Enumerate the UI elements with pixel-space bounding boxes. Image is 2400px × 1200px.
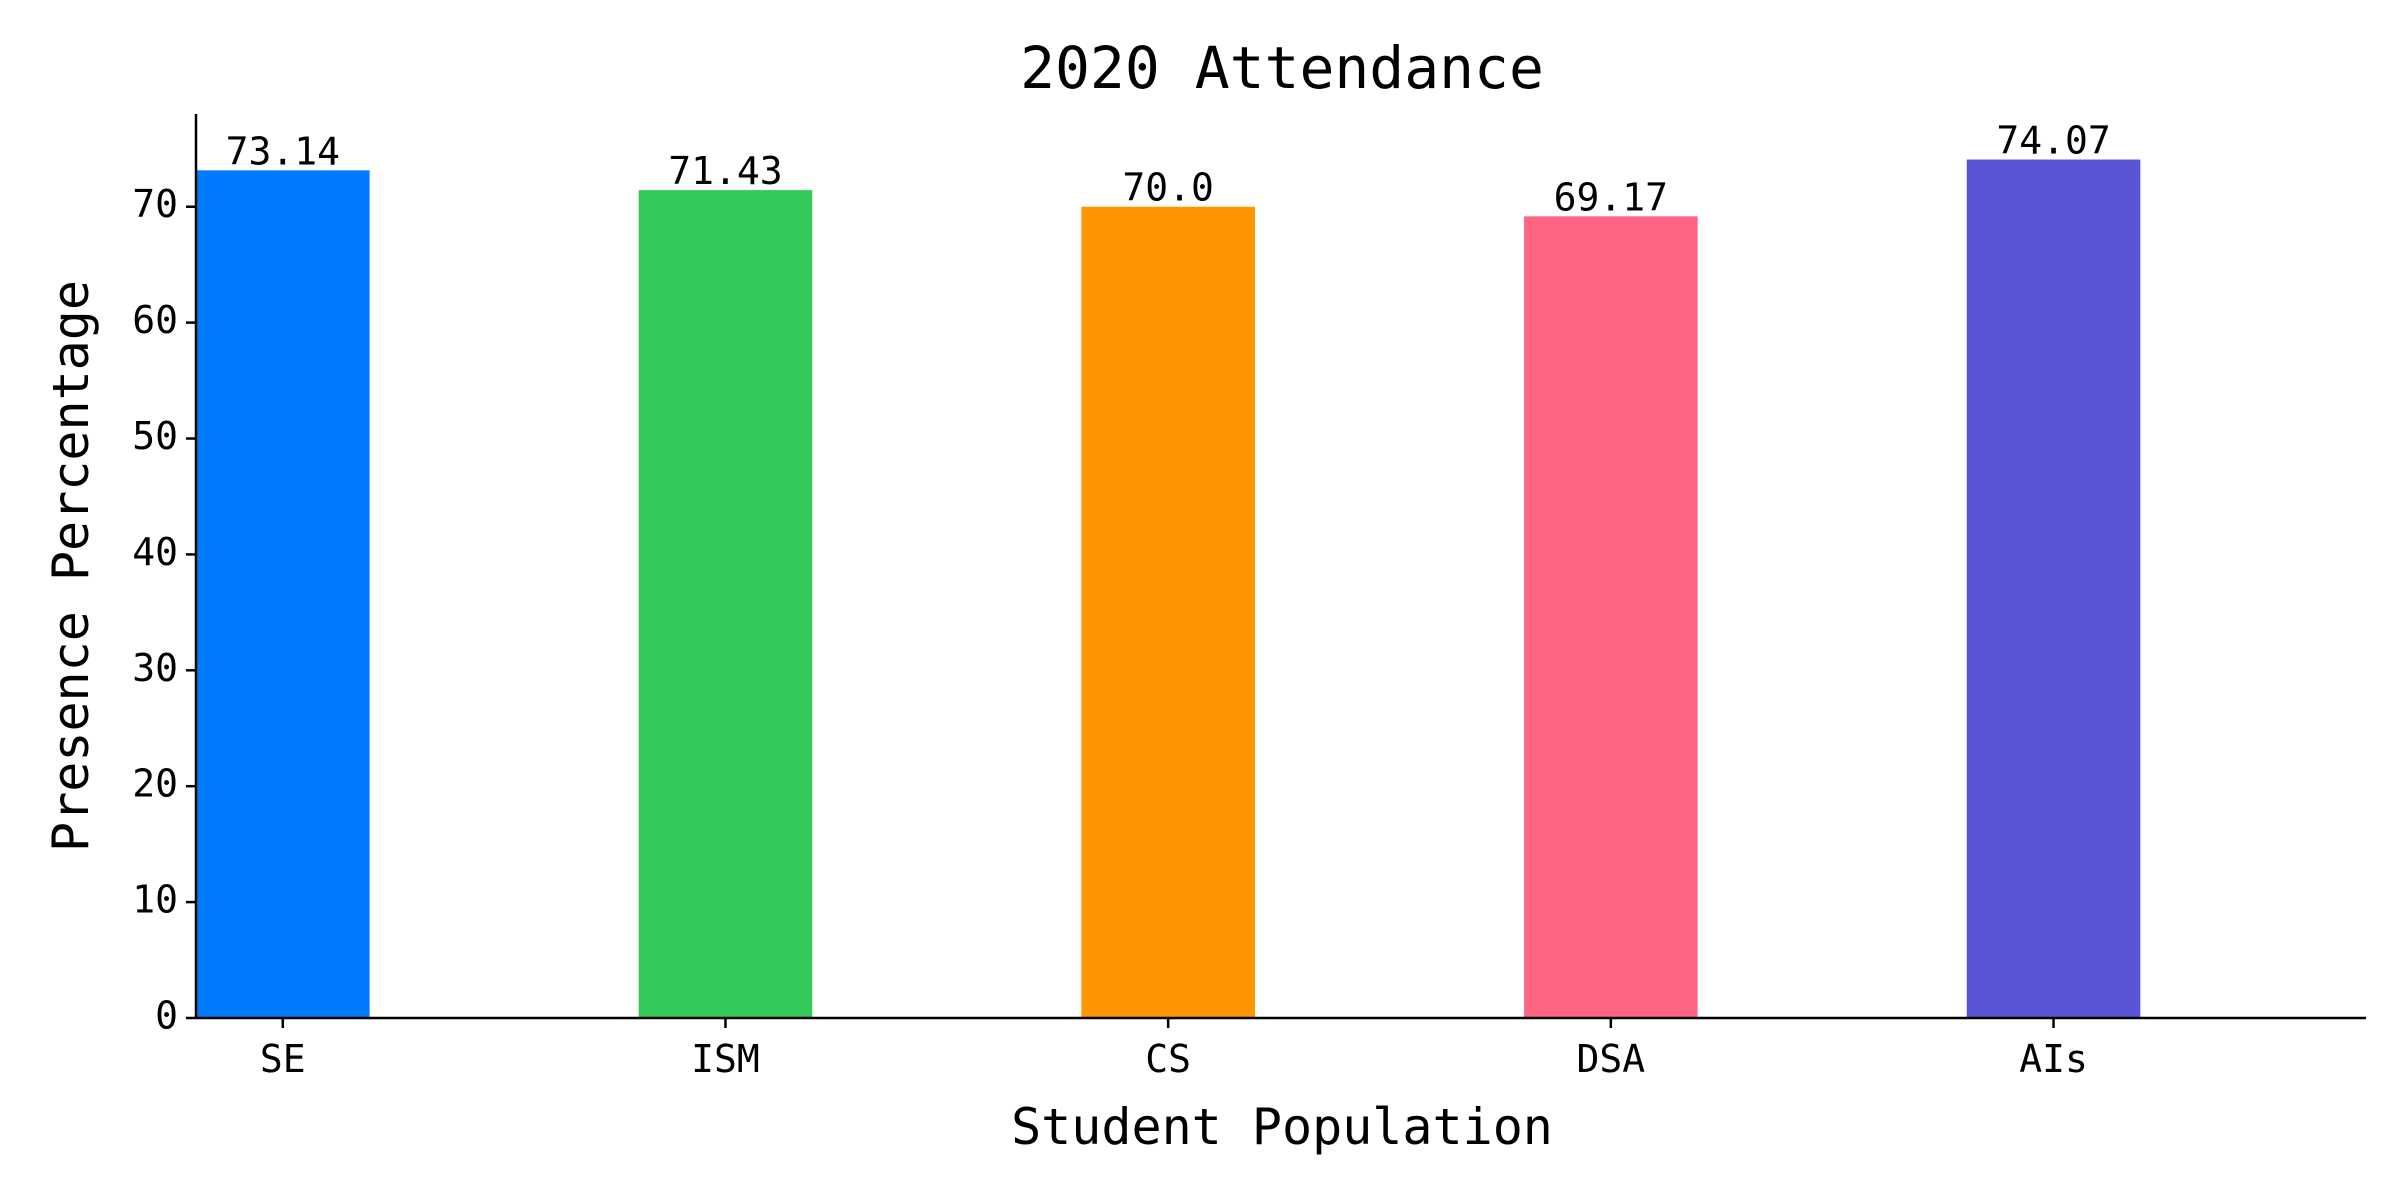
x-tick-label: SE (260, 1037, 306, 1081)
x-axis-ticks: SE ISM CS DSA AIs (260, 1018, 2088, 1081)
y-tick-label: 50 (132, 414, 178, 458)
bar-ais (1966, 159, 2141, 1018)
x-tick-label: ISM (691, 1037, 760, 1081)
y-tick-label: 60 (132, 298, 178, 342)
bars (196, 159, 2141, 1019)
x-tick-label: AIs (2019, 1037, 2088, 1081)
chart-title: 2020 Attendance (1020, 34, 1544, 102)
bar-value-label: 70.0 (1122, 166, 1214, 210)
bar-dsa (1524, 216, 1698, 1019)
bar-se (196, 170, 370, 1018)
x-tick-label: CS (1145, 1037, 1191, 1081)
bar-value-labels: 73.14 71.43 70.0 69.17 74.07 (226, 119, 2111, 220)
y-tick-label: 40 (132, 530, 178, 574)
bar-value-label: 69.17 (1554, 175, 1668, 219)
y-tick-label: 0 (155, 994, 178, 1038)
y-tick-label: 30 (132, 646, 178, 690)
y-tick-label: 20 (132, 762, 178, 806)
x-axis-label: Student Population (1011, 1098, 1553, 1156)
y-tick-label: 70 (132, 182, 178, 226)
bar-value-label: 71.43 (668, 149, 782, 193)
bar-cs (1081, 206, 1255, 1018)
x-tick-label: DSA (1577, 1037, 1646, 1081)
bar-value-label: 74.07 (1996, 119, 2110, 163)
y-axis-ticks: 0 10 20 30 40 50 60 70 (132, 182, 196, 1038)
y-tick-label: 10 (132, 878, 178, 922)
bar-ism (638, 190, 813, 1018)
bar-value-label: 73.14 (226, 129, 340, 173)
y-axis-label: Presence Percentage (42, 280, 100, 852)
